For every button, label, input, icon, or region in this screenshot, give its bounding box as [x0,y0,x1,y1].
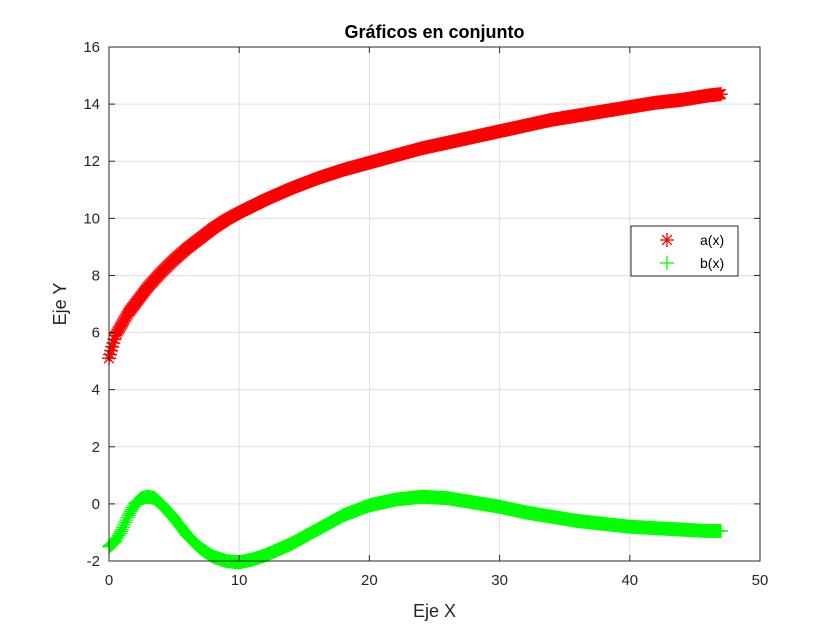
legend-marker [660,233,674,247]
x-axis-label: Eje X [413,601,456,621]
data-point [121,508,136,523]
y-tick-label: 16 [83,39,100,56]
chart-title: Gráficos en conjunto [344,22,524,42]
axis-ticks: 0 10 20 30 40 50 -2 0 2 4 6 8 10 12 14 16 [83,39,768,589]
y-tick-label: 6 [92,325,100,342]
x-tick-label: 40 [621,572,638,589]
series-1 [102,87,728,366]
x-tick-label: 20 [361,572,378,589]
y-tick-label: 8 [92,267,100,284]
y-axis-label: Eje Y [50,283,70,326]
data-point [111,528,126,543]
data-point [123,504,138,519]
legend-label: a(x) [700,232,724,248]
y-tick-label: 0 [92,496,100,513]
data-point [713,87,728,102]
data-point [713,524,728,539]
y-tick-label: 12 [83,153,100,170]
y-tick-label: 2 [92,439,100,456]
grid-lines [108,46,761,562]
data-point [109,532,124,547]
data-point [122,506,137,521]
legend: a(x) b(x) [630,225,739,277]
x-tick-label: 30 [491,572,508,589]
data-point [108,534,123,549]
legend-marker [660,256,674,270]
plot-area [109,47,760,561]
legend-box [630,225,739,277]
series-layer [102,87,728,570]
legend-label: b(x) [700,255,724,271]
y-tick-label: -2 [87,553,100,570]
y-tick-label: 4 [92,382,100,399]
x-tick-label: 0 [105,572,113,589]
data-point [112,526,127,541]
y-tick-label: 10 [83,210,100,227]
data-point [110,530,125,545]
x-tick-label: 50 [752,572,769,589]
x-tick-label: 10 [231,572,248,589]
series-2 [102,489,728,570]
axes-box [108,46,761,562]
y-tick-label: 14 [83,96,100,113]
